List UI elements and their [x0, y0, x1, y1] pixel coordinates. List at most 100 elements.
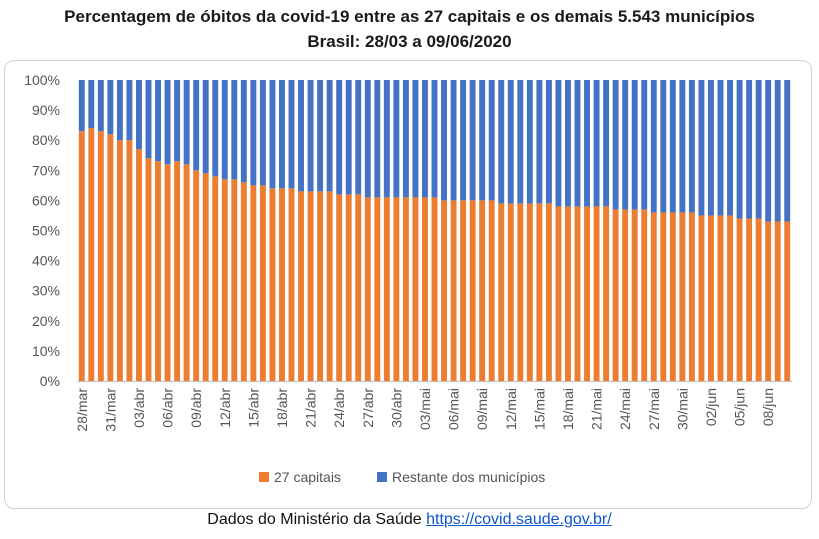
bar-restante: [212, 80, 219, 177]
bar-restante: [498, 80, 505, 204]
x-tick-label: 31/mar: [102, 388, 118, 432]
bar-restante: [784, 80, 791, 222]
bar-capitais: [584, 206, 590, 381]
bar-restante: [412, 80, 419, 198]
bar-restante: [288, 80, 295, 189]
bar-capitais: [412, 197, 419, 381]
bar-restante: [555, 80, 562, 207]
bar-capitais: [212, 176, 219, 381]
x-tick-label: 05/jun: [732, 388, 748, 426]
bar-restante: [603, 80, 610, 207]
bar-restante: [574, 80, 581, 207]
bar-restante: [355, 80, 362, 195]
legend-label-capitais: 27 capitais: [274, 469, 341, 485]
stacked-bar-chart: 0% 10% 20% 30% 40% 50% 60% 70% 80% 90% 100% 28/mar…: [24, 72, 792, 485]
bar-restante: [507, 80, 514, 204]
bars: [78, 80, 791, 381]
x-tick-label: 09/abr: [188, 388, 204, 428]
chart-title: Percentagem de óbitos da covid-19 entre …: [64, 7, 755, 26]
bar-restante: [631, 80, 638, 210]
bar-capitais: [193, 170, 200, 381]
bar-capitais: [202, 173, 209, 381]
y-tick-label: 60%: [32, 192, 60, 208]
bar-capitais: [317, 191, 324, 381]
x-tick-label: 12/mai: [503, 388, 519, 430]
bar-restante: [155, 80, 161, 162]
bar-capitais: [517, 203, 524, 381]
y-tick-label: 0%: [40, 373, 60, 389]
bar-capitais: [88, 128, 95, 381]
x-tick-label: 27/mai: [646, 388, 662, 430]
bar-restante: [383, 80, 390, 198]
y-tick-label: 100%: [24, 72, 60, 88]
bar-capitais: [574, 206, 581, 381]
bar-restante: [469, 80, 476, 201]
bar-capitais: [469, 200, 476, 381]
bar-capitais: [526, 203, 533, 381]
x-tick-label: 03/abr: [131, 388, 147, 428]
bar-capitais: [698, 215, 705, 381]
bar-capitais: [679, 212, 686, 381]
x-tick-label: 15/abr: [245, 388, 261, 428]
bar-restante: [364, 80, 371, 198]
bar-restante: [317, 80, 324, 192]
bar-capitais: [355, 194, 362, 381]
bar-capitais: [593, 206, 600, 381]
bar-capitais: [603, 206, 610, 381]
bar-capitais: [765, 221, 772, 381]
bar-restante: [231, 80, 238, 180]
bar-restante: [240, 80, 247, 183]
bar-capitais: [126, 140, 133, 381]
bar-capitais: [183, 164, 190, 381]
source-link[interactable]: https://covid.saude.gov.br/: [426, 511, 612, 528]
bar-restante: [765, 80, 772, 222]
bar-capitais: [145, 158, 152, 381]
y-tick-label: 90%: [32, 102, 60, 118]
bar-restante: [221, 80, 228, 180]
bar-capitais: [755, 218, 762, 381]
bar-capitais: [488, 200, 495, 381]
source-text: Dados do Ministério da Saúde: [207, 511, 422, 528]
bar-capitais: [78, 131, 85, 381]
y-tick-label: 20%: [32, 313, 60, 329]
bar-capitais: [669, 212, 676, 381]
bar-restante: [422, 80, 428, 198]
bar-capitais: [231, 179, 238, 381]
source-footer: Dados do Ministério da Saúde https://cov…: [0, 511, 819, 529]
x-tick-label: 02/jun: [703, 388, 719, 426]
bar-capitais: [250, 185, 257, 381]
bar-capitais: [155, 161, 161, 381]
bar-restante: [374, 80, 381, 198]
bar-capitais: [441, 200, 447, 381]
bar-restante: [78, 80, 85, 132]
bar-restante: [259, 80, 266, 186]
bar-capitais: [288, 188, 295, 381]
bar-capitais: [479, 200, 486, 381]
bar-restante: [116, 80, 123, 141]
x-tick-label: 12/abr: [217, 388, 233, 428]
x-tick-label: 15/mai: [531, 388, 547, 430]
bar-capitais: [136, 149, 142, 381]
x-tick-label: 08/jun: [760, 388, 776, 426]
bar-restante: [307, 80, 314, 192]
bar-restante: [97, 80, 104, 132]
x-tick-label: 21/abr: [303, 388, 319, 428]
bar-capitais: [336, 194, 343, 381]
bar-restante: [688, 80, 695, 213]
bar-restante: [669, 80, 676, 213]
y-tick-label: 30%: [32, 283, 60, 299]
y-tick-label: 10%: [32, 343, 60, 359]
bar-restante: [727, 80, 733, 216]
x-tick-label: 30/abr: [388, 388, 404, 428]
x-tick-label: 06/abr: [160, 388, 176, 428]
bar-restante: [736, 80, 743, 219]
bar-restante: [126, 80, 133, 141]
bar-restante: [183, 80, 190, 165]
x-tick-label: 18/mai: [560, 388, 576, 430]
bar-restante: [326, 80, 333, 192]
bar-restante: [174, 80, 181, 162]
legend-label-restante: Restante dos municípios: [392, 469, 545, 485]
bar-capitais: [460, 200, 467, 381]
bar-capitais: [431, 197, 438, 381]
bar-restante: [450, 80, 457, 201]
